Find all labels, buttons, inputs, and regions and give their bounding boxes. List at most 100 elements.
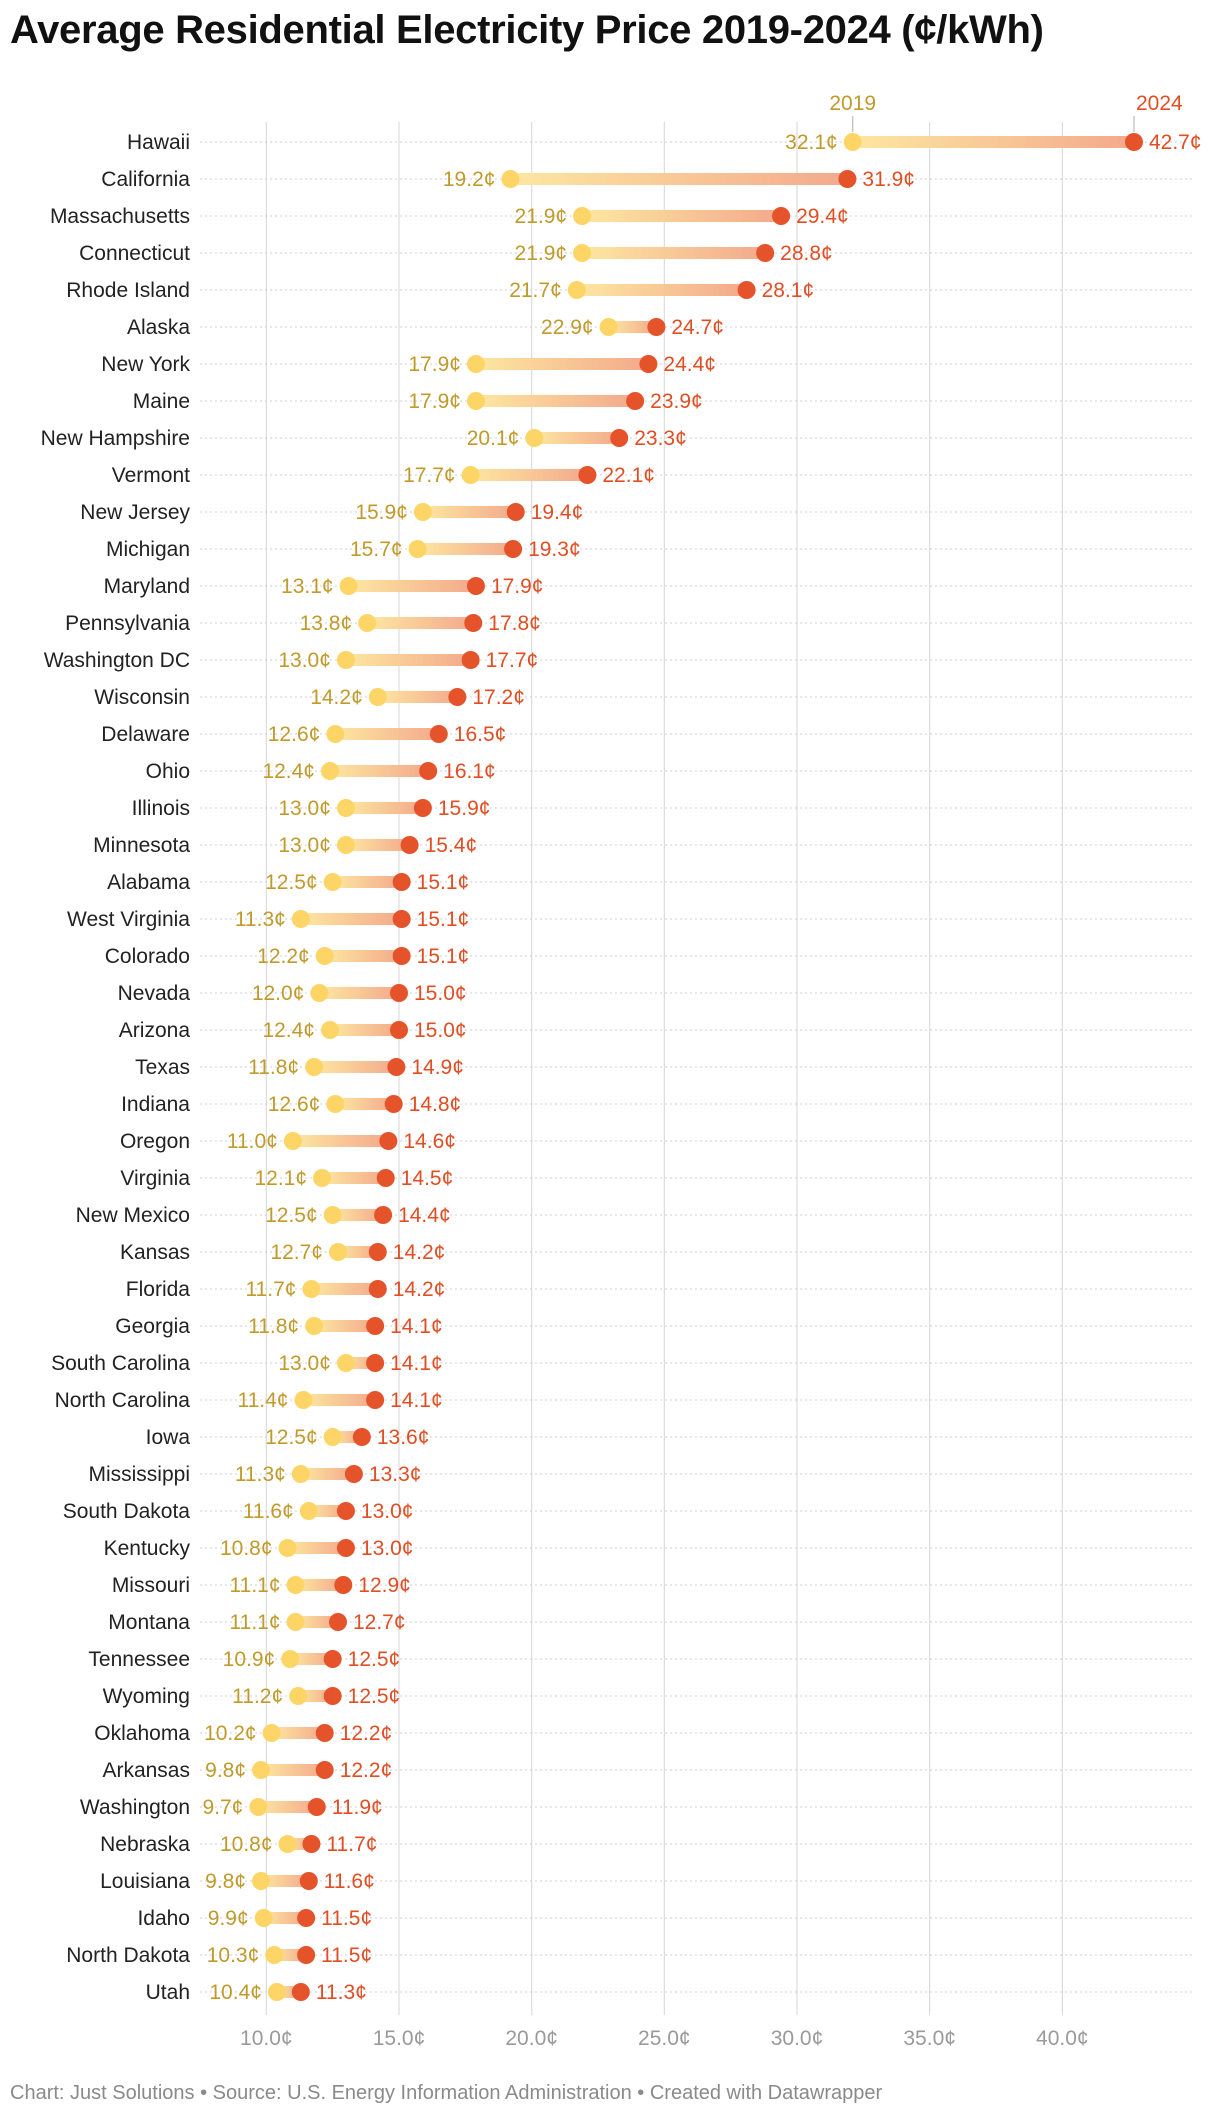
state-label: Colorado	[105, 945, 190, 968]
value-label-2024: 14.9¢	[411, 1056, 464, 1079]
dot-2024	[466, 577, 485, 595]
state-label: Wyoming	[103, 1685, 190, 1708]
dot-2019	[302, 1280, 321, 1298]
dot-2019	[252, 1872, 271, 1890]
state-label: New Mexico	[76, 1204, 190, 1227]
dot-2024	[376, 1169, 395, 1187]
state-label: Montana	[108, 1611, 190, 1634]
value-label-2019: 10.8¢	[220, 1833, 273, 1856]
state-label: Mississippi	[88, 1463, 190, 1486]
x-axis-ticks: 10.0¢ 15.0¢ 20.0¢ 25.0¢ 30.0¢ 35.0¢ 40.0¢	[240, 2027, 1089, 2050]
chart-row: Missouri 11.1¢ 12.9¢	[112, 1574, 411, 1597]
state-label: Washington DC	[44, 649, 190, 672]
dot-2019	[525, 429, 544, 447]
state-label: Connecticut	[79, 242, 190, 265]
value-label-2019: 12.5¢	[265, 1204, 318, 1227]
state-label: Illinois	[132, 797, 190, 820]
value-label-2024: 23.9¢	[650, 390, 703, 413]
value-label-2019: 21.7¢	[509, 279, 562, 302]
value-label-2024: 42.7¢	[1149, 131, 1202, 154]
value-label-2024: 31.9¢	[862, 168, 915, 191]
x-tick-label: 30.0¢	[771, 2027, 824, 2050]
dot-2019	[315, 947, 334, 965]
value-label-2024: 15.1¢	[417, 945, 470, 968]
value-label-2019: 11.6¢	[243, 1500, 294, 1523]
dot-2019	[252, 1761, 271, 1779]
value-label-2024: 14.1¢	[390, 1352, 443, 1375]
dot-2019	[573, 244, 592, 262]
chart-row: North Carolina 11.4¢ 14.1¢	[55, 1389, 443, 1412]
value-label-2019: 9.9¢	[208, 1907, 249, 1930]
value-label-2024: 29.4¢	[796, 205, 849, 228]
x-tick-label: 25.0¢	[638, 2027, 691, 2050]
value-label-2024: 15.0¢	[414, 1019, 467, 1042]
value-label-2019: 15.9¢	[355, 501, 408, 524]
chart-title: Average Residential Electricity Price 20…	[10, 8, 1044, 52]
state-label: West Virginia	[67, 908, 190, 931]
value-label-2024: 13.6¢	[377, 1426, 430, 1449]
dot-2024	[315, 1761, 334, 1779]
dot-2019	[313, 1169, 332, 1187]
dot-2024	[504, 540, 523, 558]
value-label-2024: 12.9¢	[358, 1574, 411, 1597]
dot-2024	[323, 1650, 342, 1668]
state-label: Wisconsin	[94, 686, 190, 709]
dot-2024	[328, 1613, 347, 1631]
chart-row: Montana 11.1¢ 12.7¢	[108, 1611, 405, 1634]
chart-row: Washington DC 13.0¢ 17.7¢	[44, 649, 538, 672]
dot-2024	[419, 762, 438, 780]
state-label: Kentucky	[104, 1537, 191, 1560]
chart-row: Alabama 12.5¢ 15.1¢	[107, 871, 469, 894]
dot-2024	[368, 1280, 387, 1298]
dot-2024	[1124, 133, 1143, 151]
chart-row: Louisiana 9.8¢ 11.6¢	[100, 1870, 375, 1893]
chart-row: Mississippi 11.3¢ 13.3¢	[88, 1463, 421, 1486]
chart-row: Colorado 12.2¢ 15.1¢	[105, 945, 469, 968]
dot-2019	[321, 762, 340, 780]
state-label: Vermont	[112, 464, 190, 487]
state-label: New York	[101, 353, 190, 376]
dot-2024	[737, 281, 756, 299]
value-label-2019: 17.7¢	[403, 464, 456, 487]
value-label-2019: 17.9¢	[408, 390, 461, 413]
value-label-2024: 15.1¢	[417, 908, 470, 931]
state-label: Virginia	[120, 1167, 190, 1190]
value-label-2019: 10.2¢	[204, 1722, 257, 1745]
state-label: Tennessee	[88, 1648, 190, 1671]
value-label-2019: 11.2¢	[232, 1685, 283, 1708]
value-label-2019: 21.9¢	[515, 205, 568, 228]
state-label: Michigan	[106, 538, 190, 561]
dot-2024	[756, 244, 775, 262]
chart-row: North Dakota 10.3¢ 11.5¢	[66, 1944, 372, 1967]
value-label-2024: 14.6¢	[403, 1130, 456, 1153]
state-label: California	[101, 168, 190, 191]
dot-2019	[262, 1724, 281, 1742]
chart-row: New Jersey 15.9¢ 19.4¢	[80, 501, 583, 524]
value-label-2024: 12.2¢	[340, 1722, 393, 1745]
value-label-2019: 9.7¢	[202, 1796, 243, 1819]
chart-row: Nebraska 10.8¢ 11.7¢	[100, 1833, 377, 1856]
state-label: Rhode Island	[66, 279, 190, 302]
value-label-2024: 11.5¢	[321, 1907, 372, 1930]
value-label-2019: 11.8¢	[248, 1315, 299, 1338]
chart-row: Rhode Island 21.7¢ 28.1¢	[66, 279, 814, 302]
state-label: Georgia	[115, 1315, 190, 1338]
value-label-2019: 11.1¢	[230, 1574, 281, 1597]
state-label: New Jersey	[80, 501, 190, 524]
dot-2019	[326, 725, 345, 743]
value-label-2019: 22.9¢	[541, 316, 594, 339]
state-label: Nebraska	[100, 1833, 190, 1856]
dot-2024	[506, 503, 525, 521]
value-label-2024: 15.0¢	[414, 982, 467, 1005]
state-label: Massachusetts	[50, 205, 190, 228]
dot-2019	[265, 1946, 284, 1964]
chart-row: Wisconsin 14.2¢ 17.2¢	[94, 686, 525, 709]
dot-2024	[772, 207, 791, 225]
value-label-2024: 23.3¢	[634, 427, 687, 450]
value-label-2019: 11.1¢	[230, 1611, 281, 1634]
state-label: Arkansas	[102, 1759, 190, 1782]
chart-row: South Carolina 13.0¢ 14.1¢	[51, 1352, 443, 1375]
chart-row: New Hampshire 20.1¢ 23.3¢	[41, 427, 687, 450]
dot-2024	[461, 651, 480, 669]
